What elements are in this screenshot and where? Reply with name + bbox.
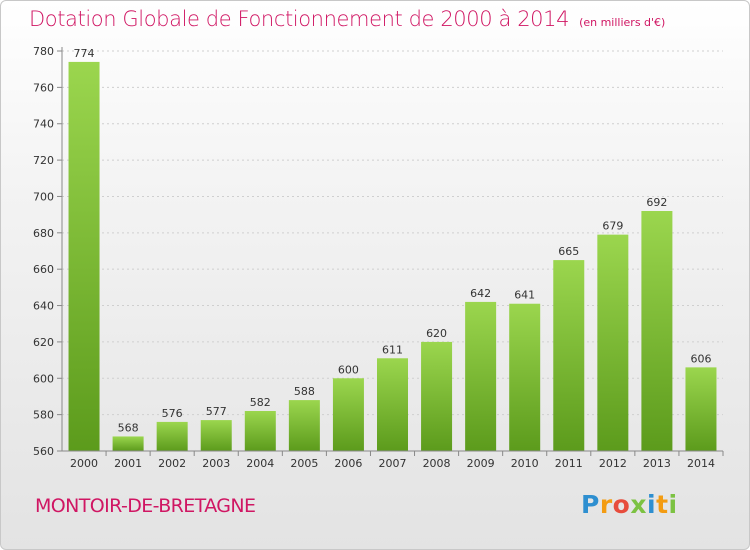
y-tick-label: 780 — [33, 45, 54, 58]
bar — [332, 378, 364, 451]
y-tick-label: 580 — [33, 409, 54, 422]
y-tick-label: 560 — [33, 445, 54, 458]
bars: 774 568 576 577 582 588 600 611 620 642 641 665 679 6… — [68, 47, 717, 452]
title-row: Dotation Globale de Fonctionnement de 20… — [29, 7, 665, 31]
bar — [597, 234, 629, 451]
bar-value-label: 606 — [690, 352, 711, 365]
chart-subtitle: (en milliers d'€) — [579, 16, 666, 29]
x-tick-label: 2005 — [290, 457, 318, 470]
bar — [200, 420, 232, 451]
x-tick-label: 2003 — [202, 457, 230, 470]
y-tick-label: 680 — [33, 227, 54, 240]
x-tick-label: 2014 — [687, 457, 715, 470]
x-tick-label: 2002 — [158, 457, 186, 470]
y-tick-label: 640 — [33, 300, 54, 313]
x-tick-label: 2013 — [643, 457, 671, 470]
bar — [421, 341, 453, 451]
bar-value-label: 620 — [426, 327, 447, 340]
x-tick-label: 2000 — [70, 457, 98, 470]
bar-value-label: 611 — [382, 343, 403, 356]
bar-value-label: 600 — [338, 363, 359, 376]
x-tick-label: 2012 — [599, 457, 627, 470]
logo-letter: i — [668, 490, 678, 519]
bar — [465, 301, 497, 451]
y-tick-label: 620 — [33, 336, 54, 349]
bar — [509, 303, 541, 451]
x-tick-label: 2004 — [246, 457, 274, 470]
bar — [112, 436, 144, 451]
bar-value-label: 665 — [558, 245, 579, 258]
chart-title: Dotation Globale de Fonctionnement de 20… — [29, 7, 570, 31]
bar — [244, 411, 276, 451]
y-tick-label: 740 — [33, 118, 54, 131]
logo-letter: o — [612, 490, 631, 519]
bar-value-label: 642 — [470, 287, 491, 300]
y-tick-label: 660 — [33, 263, 54, 276]
bar-value-label: 568 — [118, 421, 139, 434]
bar — [685, 367, 717, 451]
bar-value-label: 774 — [74, 47, 95, 60]
logo-letter: x — [630, 490, 647, 519]
y-tick-label: 600 — [33, 372, 54, 385]
proxiti-logo: Proxiti — [581, 490, 678, 519]
bar-value-label: 692 — [646, 196, 667, 209]
y-tick-label: 700 — [33, 190, 54, 203]
logo-letter: t — [656, 490, 669, 519]
bar — [288, 400, 320, 451]
bar-value-label: 588 — [294, 385, 315, 398]
logo-letter: i — [647, 490, 657, 519]
axes: 560 580 600 620 640 660 680 700 720 740 760 780 2000… — [33, 45, 724, 470]
commune-name: MONTOIR-DE-BRETAGNE — [35, 495, 256, 517]
logo-letter: P — [581, 490, 600, 519]
bar-value-label: 582 — [250, 396, 271, 409]
bar — [377, 358, 408, 451]
bar — [68, 61, 100, 452]
x-tick-label: 2010 — [511, 457, 539, 470]
bar-value-label: 641 — [514, 289, 535, 302]
y-tick-label: 760 — [33, 81, 54, 94]
x-tick-label: 2009 — [467, 457, 495, 470]
bar-value-label: 576 — [162, 407, 183, 420]
bar-value-label: 679 — [602, 220, 623, 233]
x-tick-label: 2006 — [334, 457, 362, 470]
bar — [553, 260, 585, 451]
y-tick-label: 720 — [33, 154, 54, 167]
bar-value-label: 577 — [206, 405, 227, 418]
bar — [156, 421, 188, 451]
logo-letter: r — [599, 490, 613, 519]
x-tick-label: 2007 — [379, 457, 407, 470]
x-tick-label: 2001 — [114, 457, 142, 470]
bar — [641, 211, 673, 451]
x-tick-label: 2008 — [423, 457, 451, 470]
x-tick-label: 2011 — [555, 457, 583, 470]
